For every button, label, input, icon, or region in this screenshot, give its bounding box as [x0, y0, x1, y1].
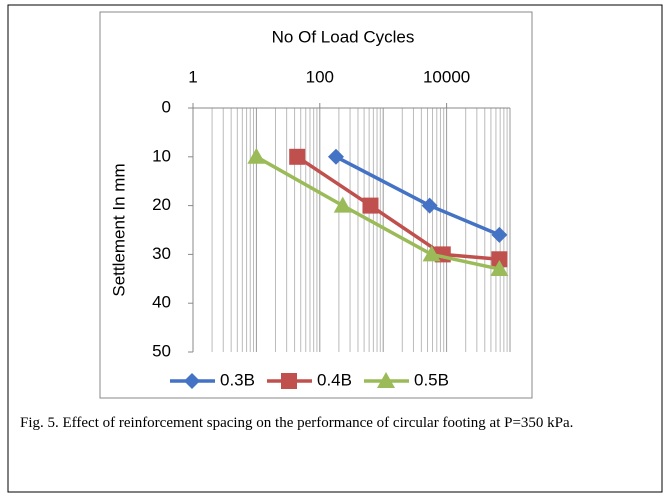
x-tick-label: 1 [188, 67, 197, 86]
marker [491, 226, 508, 243]
marker [422, 245, 441, 262]
marker [491, 251, 508, 268]
series-line [255, 155, 500, 271]
marker [421, 197, 438, 214]
legend-marker [184, 373, 200, 389]
legend-marker [281, 373, 297, 389]
y-tick-label: 0 [162, 97, 171, 116]
legend-label: 0.5B [414, 370, 449, 389]
y-axis-label: Settlement In mm [109, 163, 128, 296]
marker [490, 260, 509, 277]
y-tick-label: 50 [152, 341, 171, 360]
marker [327, 148, 344, 165]
chart-title: No Of Load Cycles [272, 27, 415, 46]
y-tick-label: 20 [152, 195, 171, 214]
legend-label: 0.4B [317, 370, 352, 389]
chart-frame [99, 11, 533, 399]
x-tick-label: 10000 [423, 67, 470, 86]
series-line [296, 155, 500, 262]
marker [289, 148, 306, 165]
marker [247, 147, 266, 164]
caption: Fig. 5. Effect of reinforcement spacing … [20, 415, 574, 431]
marker [362, 197, 379, 214]
y-tick-label: 40 [152, 293, 171, 312]
marker [333, 196, 352, 213]
x-tick-label: 100 [306, 67, 334, 86]
y-tick-label: 10 [152, 146, 171, 165]
y-tick-label: 30 [152, 244, 171, 263]
legend-marker [377, 372, 395, 388]
legend-label: 0.3B [220, 370, 255, 389]
